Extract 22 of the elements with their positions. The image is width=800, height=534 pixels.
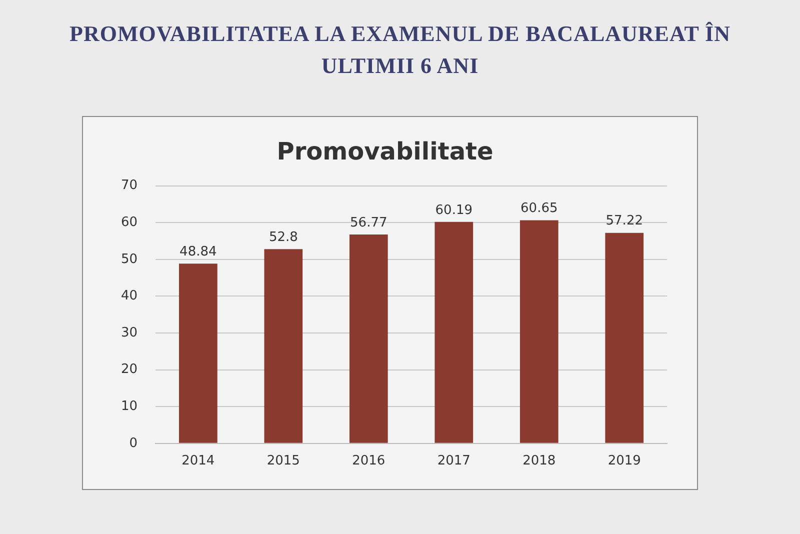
x-tick-label: 2018	[522, 454, 556, 469]
data-label: 52.8	[268, 230, 298, 245]
data-label: 60.19	[435, 202, 472, 218]
chart-subtitle: Promovabilitate	[276, 138, 494, 166]
y-tick-label: 10	[120, 398, 138, 414]
data-label: 56.77	[350, 215, 388, 230]
y-tick-label: 30	[120, 325, 138, 340]
chart-title: PROMOVABILITATEA LA EXAMENUL DE BACALAUREAT ÎN ULTIMII 6 ANI	[68, 20, 732, 80]
y-tick-label: 0	[129, 436, 138, 451]
data-label: 60.65	[520, 201, 558, 216]
data-label: 48.84	[180, 244, 217, 260]
y-tick-label: 20	[120, 362, 138, 378]
y-tick-label: 50	[120, 252, 138, 267]
data-label: 57.22	[606, 214, 643, 229]
y-tick-label: 40	[120, 288, 138, 304]
x-tick-label: 2016	[352, 454, 386, 469]
y-tick-label: 70	[120, 178, 138, 194]
x-tick-label: 2015	[266, 454, 300, 469]
y-tick-label: 60	[120, 214, 138, 230]
x-tick-label: 2019	[608, 454, 641, 469]
x-tick-label: 2014	[182, 454, 215, 469]
x-tick-label: 2017	[437, 454, 470, 469]
